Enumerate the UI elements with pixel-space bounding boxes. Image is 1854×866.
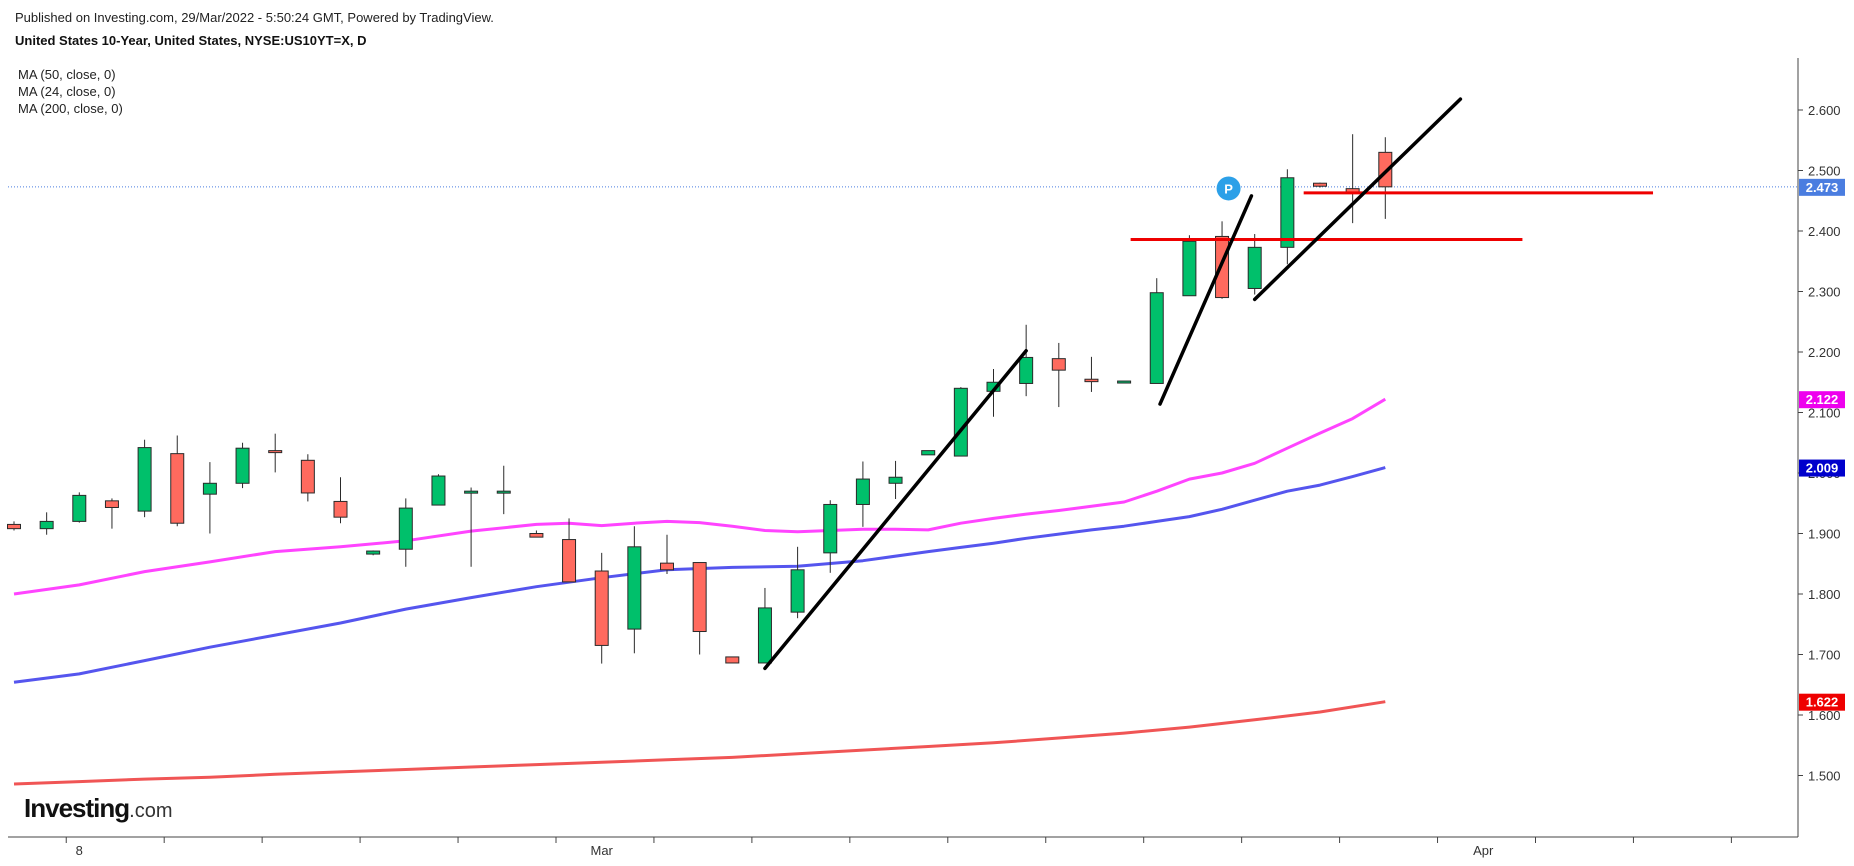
candle-body[interactable] <box>398 507 413 550</box>
candle-body[interactable] <box>39 520 54 530</box>
candle-body[interactable] <box>300 459 315 494</box>
candle-body[interactable] <box>431 475 446 506</box>
price-label: 1.622 <box>1806 695 1839 710</box>
trendline[interactable] <box>1158 194 1254 406</box>
y-tick-label: 2.300 <box>1808 285 1841 300</box>
candle-body[interactable] <box>562 539 577 583</box>
legend-ma50[interactable]: MA (50, close, 0) <box>18 67 116 82</box>
y-tick-label: 2.600 <box>1808 103 1841 118</box>
candle-body[interactable] <box>855 478 870 505</box>
logo-brand: Investing <box>24 793 130 823</box>
candle-body[interactable] <box>104 500 119 508</box>
candle-body[interactable] <box>725 656 740 664</box>
candle-body[interactable] <box>529 533 544 538</box>
candle-body[interactable] <box>1313 182 1327 187</box>
ma-line-2[interactable] <box>13 700 1386 786</box>
y-tick-label: 2.200 <box>1808 345 1841 360</box>
price-label-box <box>1799 459 1845 477</box>
y-tick-label: 2.500 <box>1808 164 1841 179</box>
indicator-legend: MA (50, close, 0) MA (24, close, 0) MA (… <box>18 66 123 117</box>
published-note: Published on Investing.com, 29/Mar/2022 … <box>15 10 494 25</box>
candle-body[interactable] <box>1051 358 1066 371</box>
y-tick-label: 1.800 <box>1808 587 1841 602</box>
y-tick-label: 1.900 <box>1808 527 1841 542</box>
price-label: 2.009 <box>1806 461 1839 476</box>
candle-body[interactable] <box>790 569 805 613</box>
candle-body[interactable] <box>333 500 348 518</box>
candle-body[interactable] <box>660 562 674 571</box>
price-label: 2.473 <box>1806 180 1839 195</box>
x-tick-label: 8 <box>76 843 83 858</box>
candle-body[interactable] <box>888 476 903 484</box>
x-tick-label: Apr <box>1473 843 1494 858</box>
candle-body[interactable] <box>594 570 609 646</box>
candle-body[interactable] <box>692 562 707 633</box>
x-tick-label: Mar <box>591 843 614 858</box>
candle-body[interactable] <box>757 607 772 664</box>
logo-suffix: .com <box>129 800 173 822</box>
legend-ma24[interactable]: MA (24, close, 0) <box>18 84 116 99</box>
price-label-box <box>1799 391 1845 409</box>
candle-body[interactable] <box>627 546 642 630</box>
candle-body[interactable] <box>235 447 250 484</box>
pre-market-marker-label: P <box>1224 181 1233 196</box>
ma-line-1[interactable] <box>13 466 1386 684</box>
candle-body[interactable] <box>202 482 217 495</box>
candle-body[interactable] <box>1378 151 1393 188</box>
y-tick-label: 2.100 <box>1808 406 1841 421</box>
candle-body[interactable] <box>1019 356 1034 384</box>
trendline[interactable] <box>763 349 1028 671</box>
candle-body[interactable] <box>366 550 381 555</box>
candle-body[interactable] <box>1182 240 1197 297</box>
candle-body[interactable] <box>1117 380 1132 384</box>
candle-body[interactable] <box>823 503 838 554</box>
price-label: 2.122 <box>1806 392 1839 407</box>
candle-body[interactable] <box>1247 246 1262 289</box>
candle-body[interactable] <box>921 450 936 456</box>
candle-body[interactable] <box>1280 177 1295 248</box>
pre-market-marker[interactable] <box>1216 176 1241 201</box>
candle-body[interactable] <box>496 490 511 494</box>
symbol-title: United States 10-Year, United States, NY… <box>15 33 367 48</box>
y-tick-label: 1.700 <box>1808 648 1841 663</box>
y-tick-label: 1.500 <box>1808 769 1841 784</box>
candle-body[interactable] <box>268 450 283 454</box>
legend-ma200[interactable]: MA (200, close, 0) <box>18 101 123 116</box>
candle-body[interactable] <box>1149 292 1164 384</box>
price-label-box <box>1799 693 1845 711</box>
investing-logo: Investing.com <box>24 793 172 824</box>
candle-body[interactable] <box>1084 378 1099 383</box>
trendline[interactable] <box>1252 97 1463 302</box>
candle-body[interactable] <box>464 490 479 494</box>
y-tick-label: 1.600 <box>1808 708 1841 723</box>
price-label-box <box>1799 178 1845 196</box>
candle-body[interactable] <box>170 453 185 524</box>
y-tick-label: 2.400 <box>1808 224 1841 239</box>
candle-body[interactable] <box>137 447 152 512</box>
candle-body[interactable] <box>72 494 87 522</box>
candle-body[interactable] <box>7 523 21 530</box>
